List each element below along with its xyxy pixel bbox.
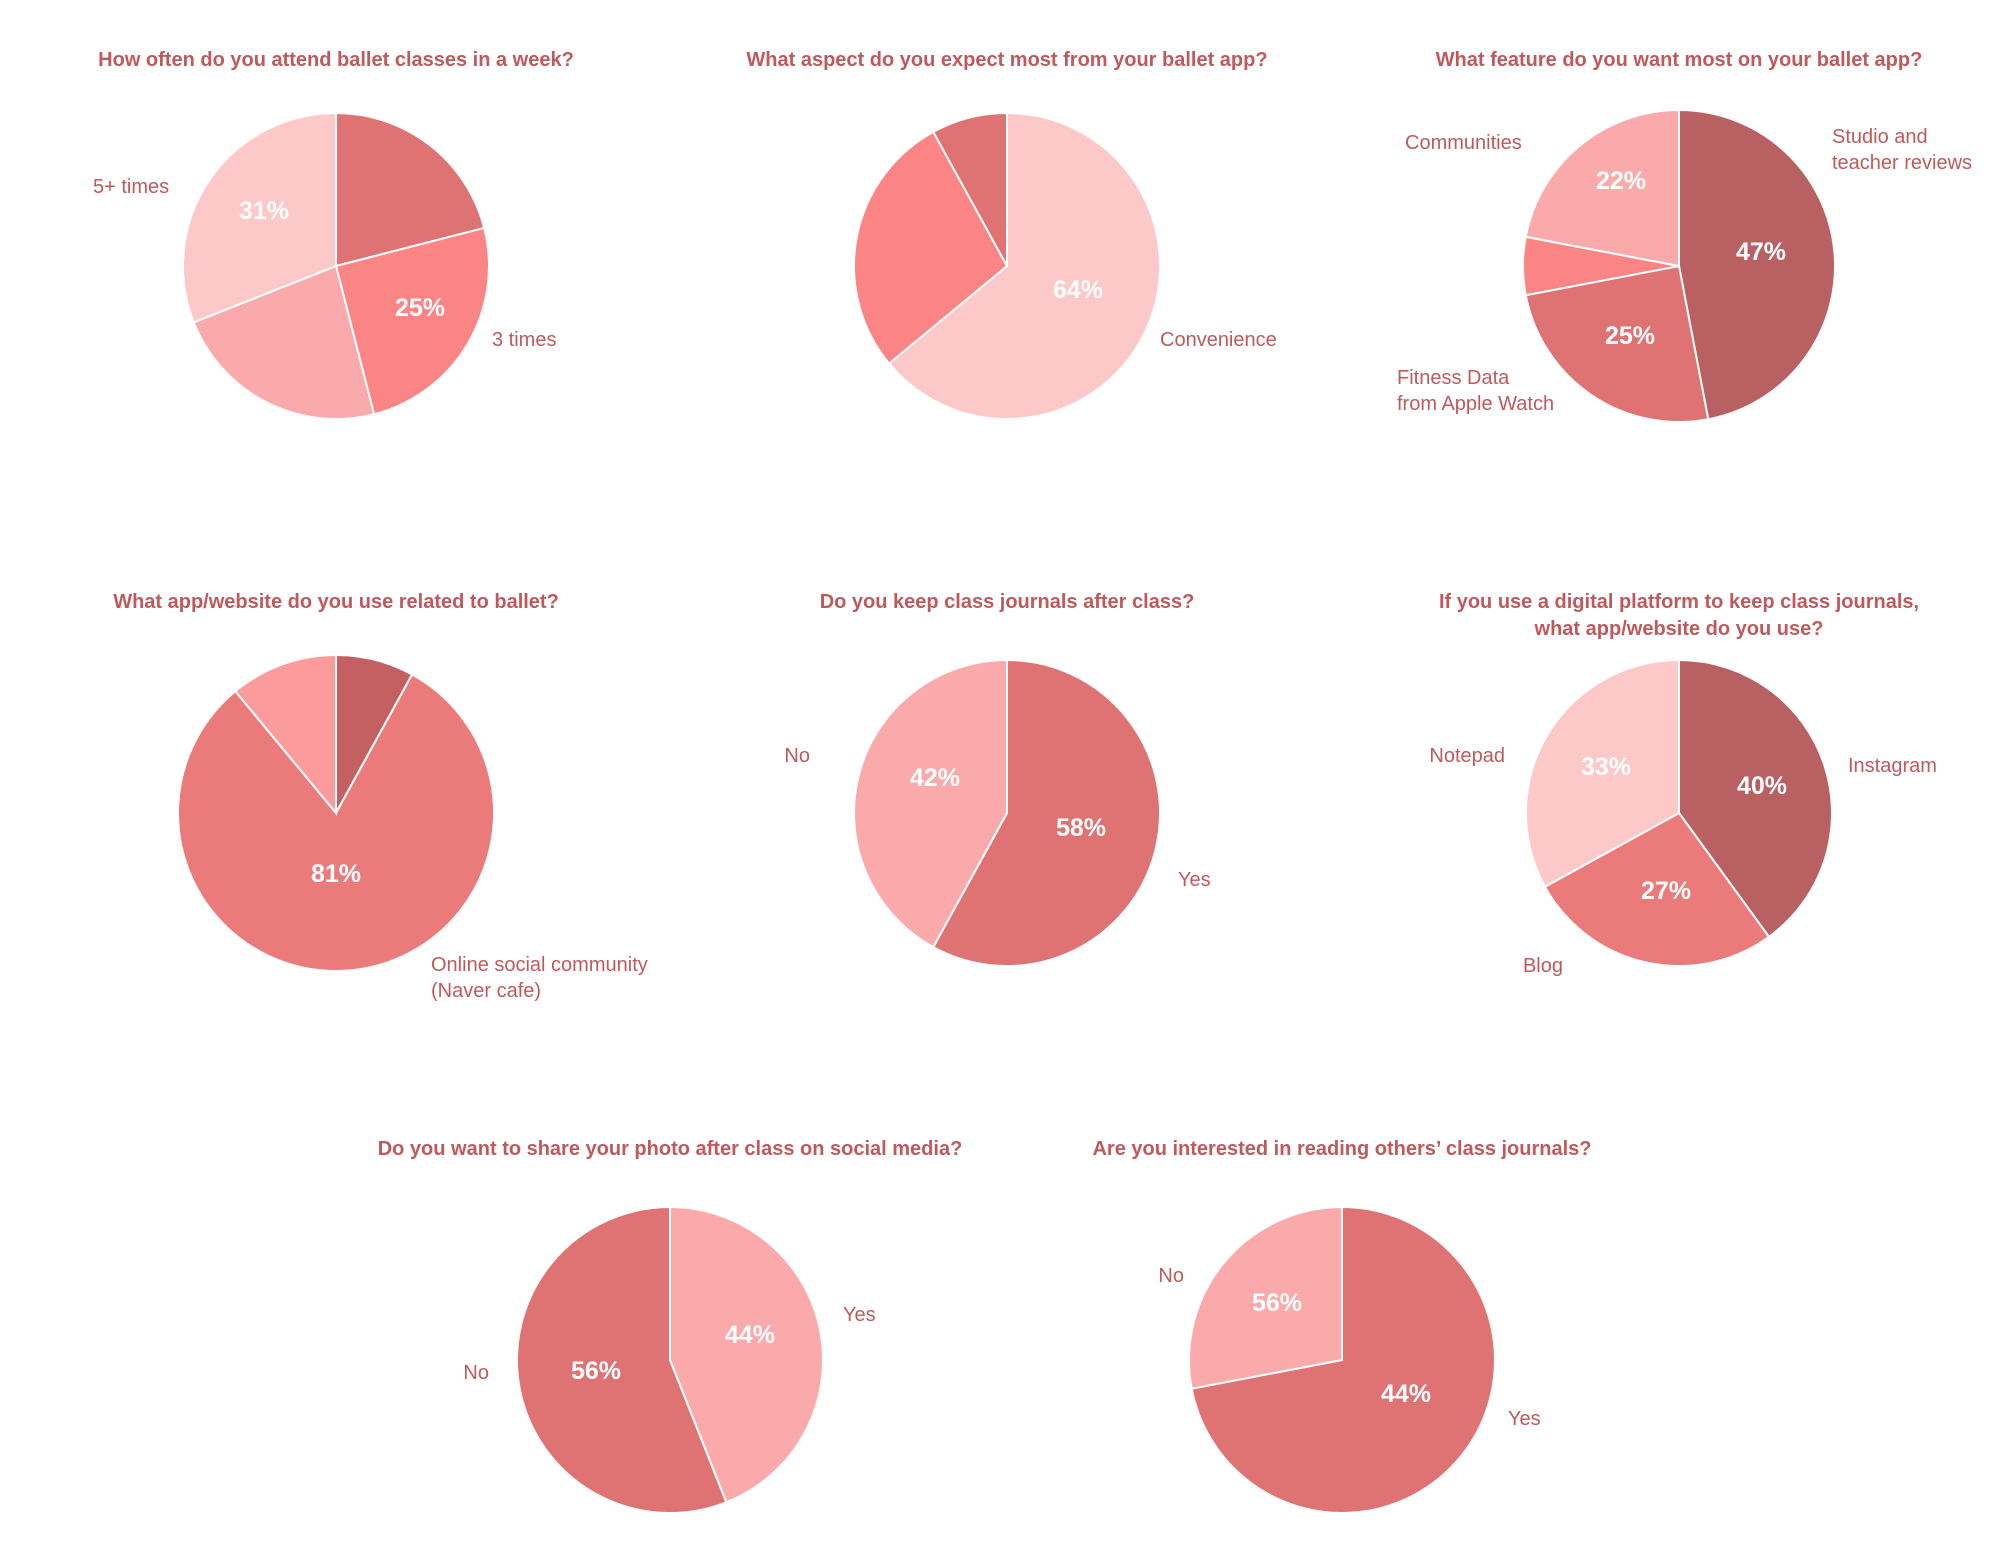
chart-title: If you use a digital platform to keep cl… [1439,591,1919,613]
slice-percent-label: 22% [1596,167,1646,195]
chart-title: Do you want to share your photo after cl… [378,1138,963,1160]
category-label: Yes [843,1304,876,1326]
category-label: 5+ times [93,176,169,198]
slice-percent-label: 56% [571,1357,621,1385]
pie-slice [887,111,1161,420]
slice-percent-label: 25% [395,294,445,322]
pie-slice [1543,811,1771,967]
category-label: Studio and [1832,126,1928,148]
category-label: Yes [1508,1408,1541,1430]
pie-chart-2: What aspect do you expect most from your… [746,49,1277,420]
pie-slice [335,111,486,268]
category-label: Blog [1523,955,1563,977]
slice-percent-label: 31% [239,197,289,225]
category-label: No [463,1362,489,1384]
chart-title: What aspect do you expect most from your… [746,49,1267,71]
pie-chart-7: Do you want to share your photo after cl… [378,1138,963,1514]
pie-chart-8: Are you interested in reading others’ cl… [1092,1138,1592,1514]
pie-slice [192,264,376,420]
slice-percent-label: 81% [311,860,361,888]
slice-percent-label: 25% [1605,322,1655,350]
category-label: Yes [1178,869,1211,891]
pie-slice [1188,1205,1343,1390]
pie-slice [334,226,490,416]
pie-chart-5: Do you keep class journals after class? 5… [784,591,1211,967]
pie-slice [1525,658,1680,889]
pie-slice [1190,1205,1496,1514]
pie-slice [1524,108,1680,268]
pie-slice [1678,108,1837,421]
category-label: Online social community [431,954,648,976]
slice-percent-label: 44% [725,1321,775,1349]
pie-slice [516,1205,728,1514]
slice-percent-label: 27% [1641,877,1691,905]
category-label: Instagram [1848,755,1937,777]
category-label: Convenience [1160,329,1277,351]
category-label: teacher reviews [1832,152,1972,174]
category-label: Notepad [1429,745,1505,767]
chart-title: How often do you attend ballet classes i… [98,49,574,71]
pie-slice [853,658,1008,949]
category-label: 3 times [492,329,556,351]
pie-slice [1524,264,1710,423]
chart-title: What app/website do you use related to b… [113,591,559,613]
category-label: from Apple Watch [1397,393,1554,415]
category-label: Fitness Data [1397,367,1510,389]
slice-percent-label: 33% [1581,753,1631,781]
pie-slice [931,658,1161,967]
chart-title: what app/website do you use? [1534,618,1824,640]
pie-slice [669,1205,825,1504]
pie-slice [182,111,337,324]
pie-slice [1678,658,1833,939]
category-label: No [784,745,810,767]
slice-percent-label: 58% [1056,814,1106,842]
pie-slice [931,111,1008,267]
slice-percent-label: 40% [1737,772,1787,800]
pie-slice [233,653,337,816]
pie-slice [177,673,495,972]
category-label: (Naver cafe) [431,980,541,1002]
pie-chart-1: How often do you attend ballet classes i… [93,49,574,420]
pie-chart-4: What app/website do you use related to b… [113,591,648,1002]
pie-slice [853,130,1009,365]
slice-percent-label: 64% [1053,276,1103,304]
category-label: Communities [1405,132,1522,154]
pie-chart-3: What feature do you want most on your ba… [1397,49,1972,423]
slice-percent-label: 47% [1736,238,1786,266]
chart-title: Are you interested in reading others’ cl… [1092,1138,1591,1160]
pie-chart-6: If you use a digital platform to keep cl… [1429,591,1937,977]
category-label: No [1158,1265,1184,1287]
slice-percent-label: 56% [1252,1289,1302,1317]
chart-title: What feature do you want most on your ba… [1436,49,1923,71]
slice-percent-label: 44% [1381,1380,1431,1408]
slice-percent-label: 42% [910,764,960,792]
chart-title: Do you keep class journals after class? [820,591,1195,613]
